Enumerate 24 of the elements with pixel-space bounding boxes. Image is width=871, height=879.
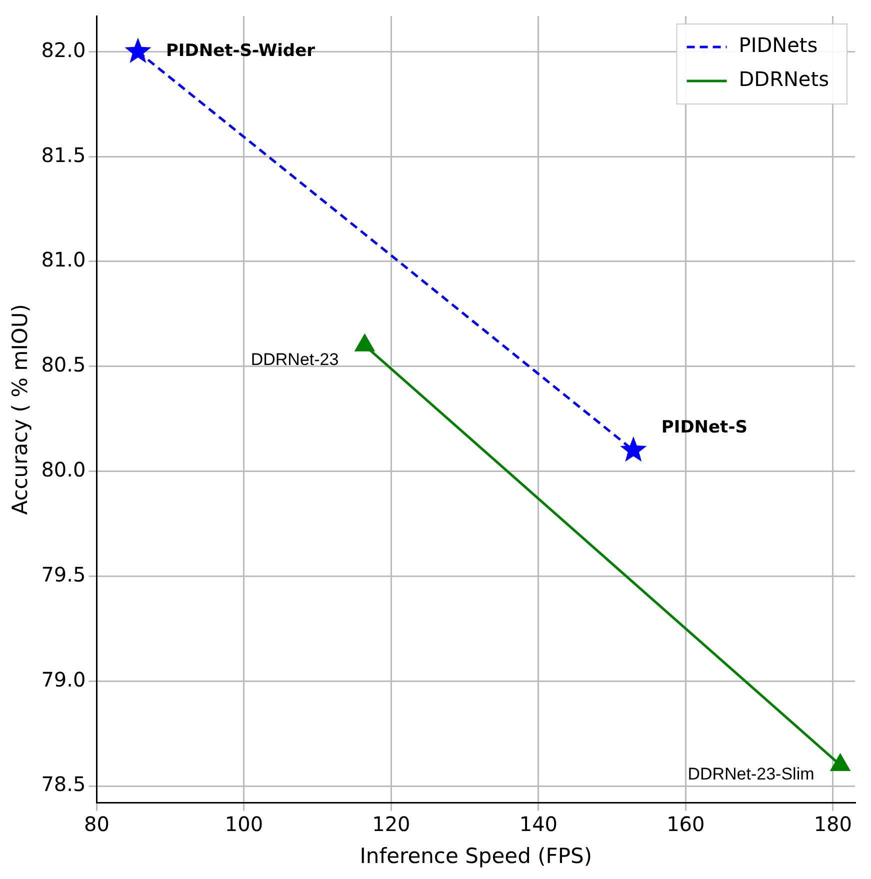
x-tick-label: 160: [666, 812, 705, 836]
y-axis-title: Accuracy ( % mIOU): [8, 304, 32, 515]
x-tick-label: 180: [814, 812, 852, 836]
y-tick-label: 80.0: [41, 458, 86, 482]
point: [620, 436, 647, 462]
y-tick-label: 79.0: [41, 667, 86, 692]
x-tick-label: 100: [224, 812, 264, 836]
x-tick-label: 140: [519, 812, 558, 836]
annotation: PIDNet-S-Wider: [166, 41, 316, 62]
legend-label: PIDNets: [738, 33, 818, 58]
y-tick-label: 82.0: [41, 38, 86, 62]
y-tick-label: 78.5: [41, 772, 86, 796]
y-tick-label: 81.5: [41, 142, 86, 167]
annotation: PIDNet-S: [661, 418, 748, 438]
y-tick-label: 81.0: [41, 248, 86, 272]
annotation: DDRNet-23-Slim: [688, 764, 814, 784]
y-tick-label: 80.5: [41, 352, 86, 377]
x-axis-title: Inference Speed (FPS): [360, 844, 592, 868]
annotation: DDRNet-23: [250, 350, 339, 370]
x-tick-label: 80: [84, 812, 110, 836]
point: [124, 38, 152, 63]
y-tick-label: 79.5: [41, 562, 86, 586]
legend-label: DDRNets: [738, 67, 830, 92]
x-tick-label: 120: [372, 812, 410, 836]
